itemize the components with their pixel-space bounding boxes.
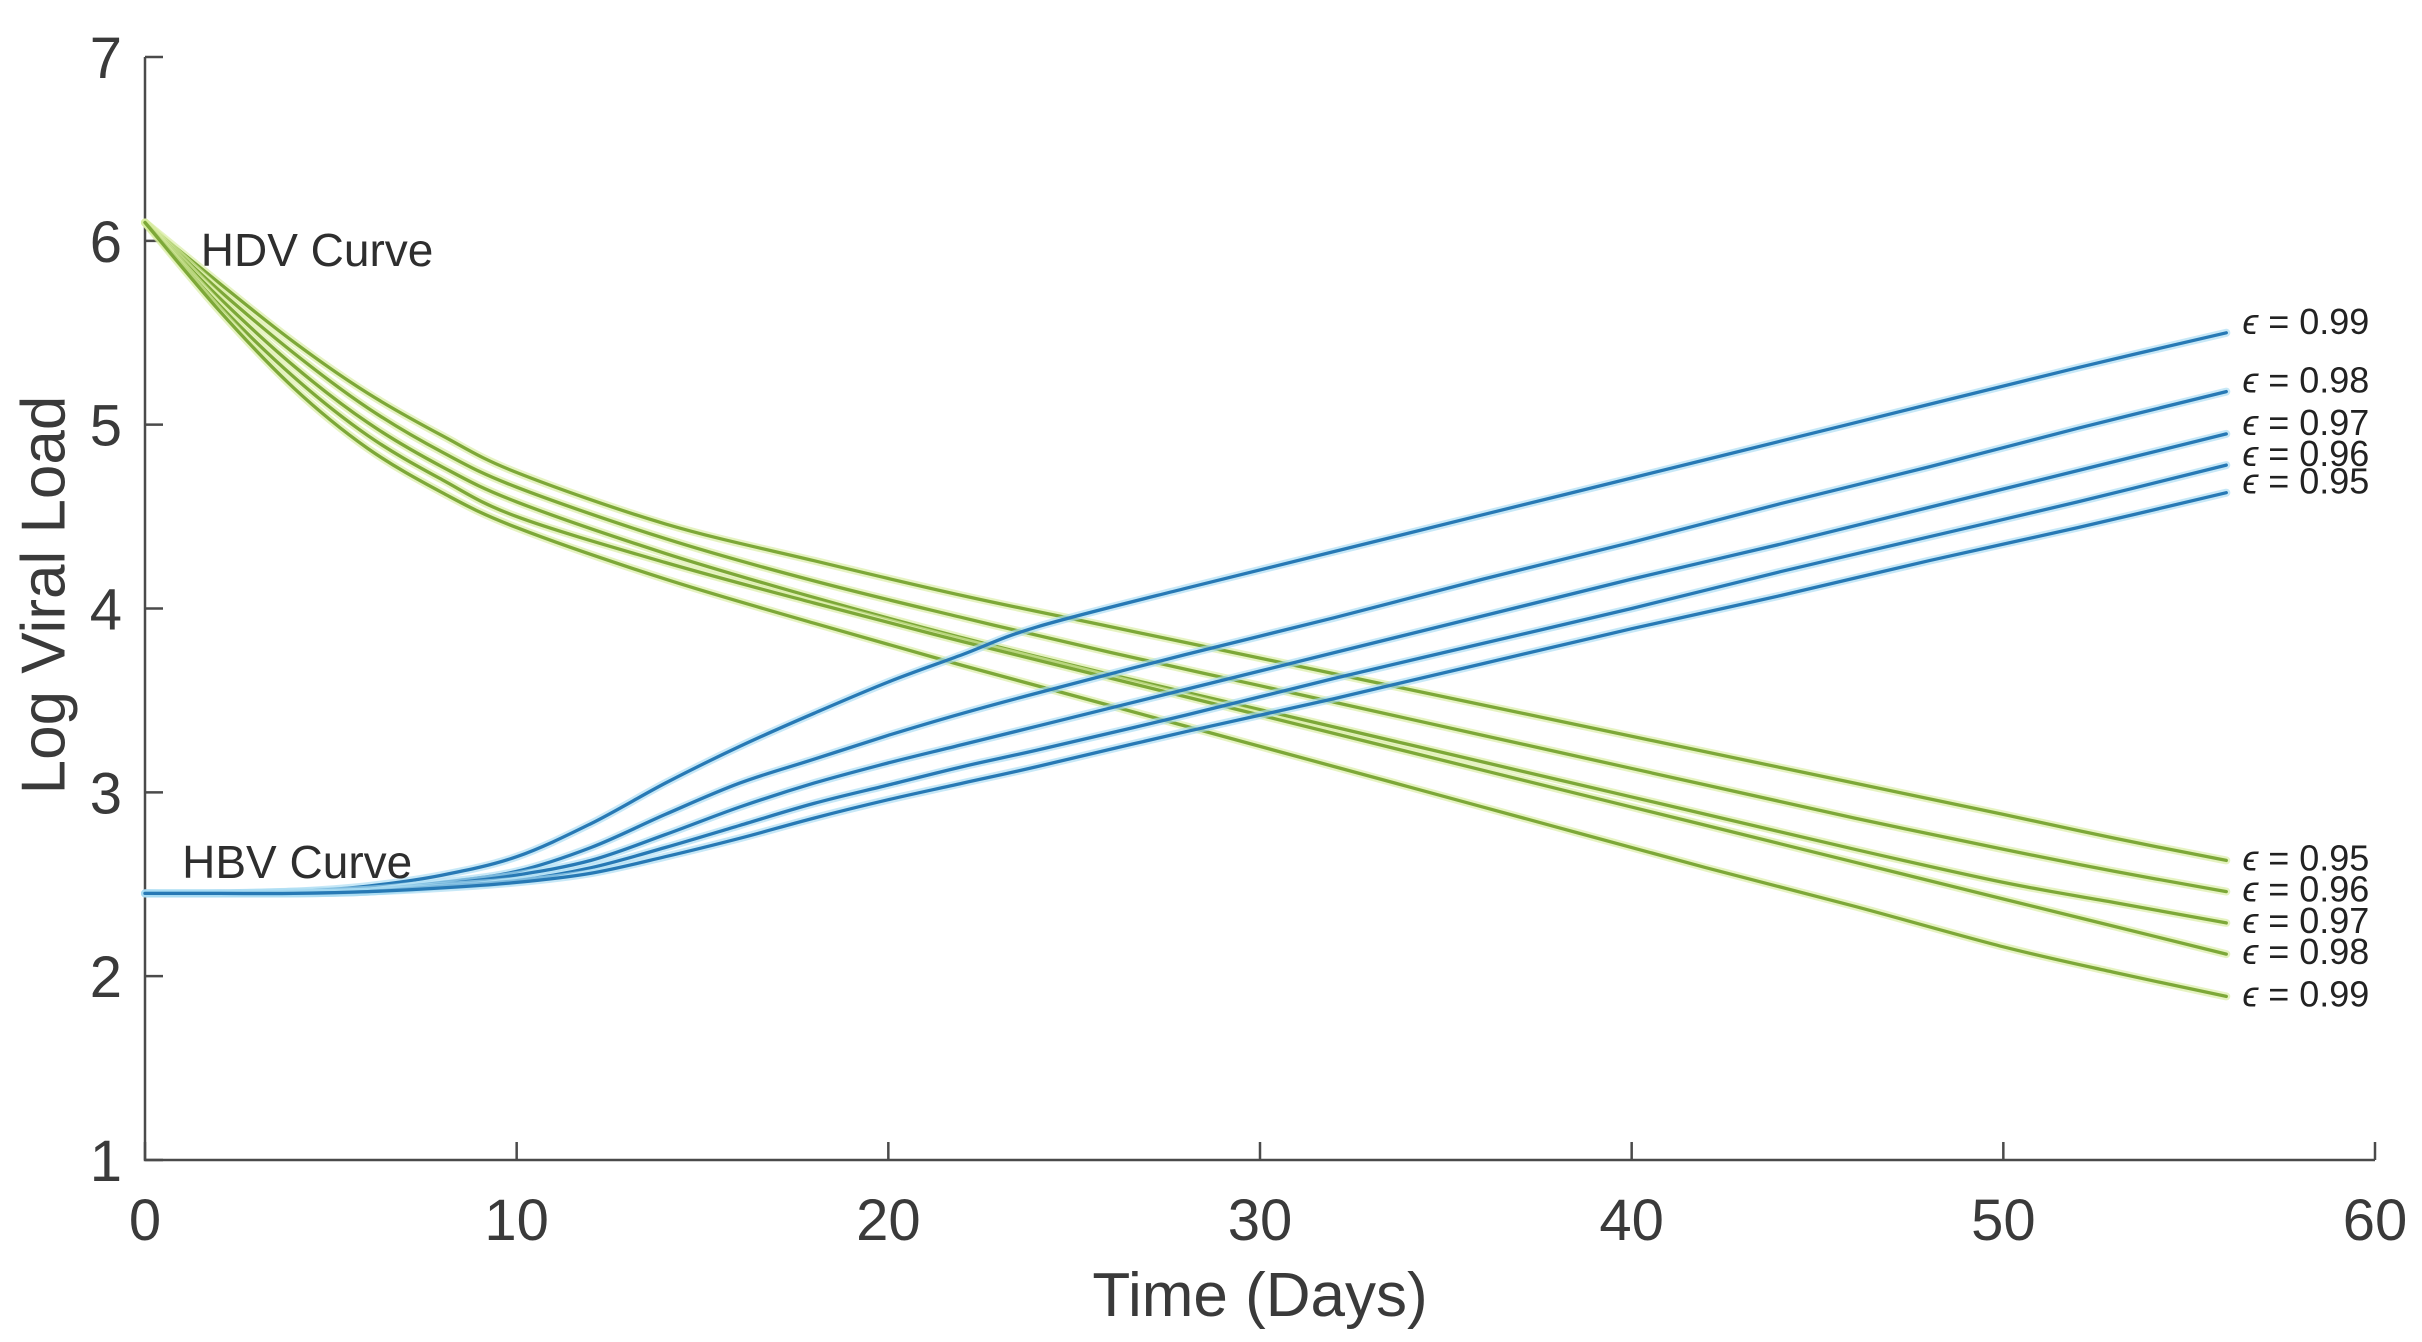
x-tick-label: 0 <box>129 1188 161 1253</box>
series-halo-hdv-0.96 <box>141 218 2231 896</box>
x-axis-label: Time (Days) <box>1092 1261 1427 1330</box>
x-tick-label: 60 <box>2343 1188 2408 1253</box>
epsilon-label-hbv-0.97: ϵ = 0.97 <box>2242 402 2369 443</box>
epsilon-label-hdv-0.95: ϵ = 0.95 <box>2242 837 2369 878</box>
y-tick-label: 3 <box>90 761 122 826</box>
curve-labels: ϵ = 0.95ϵ = 0.96ϵ = 0.97ϵ = 0.98ϵ = 0.99… <box>182 224 2369 1014</box>
series-line-hbv-0.99 <box>143 331 2228 896</box>
axis-spines <box>143 57 2375 1162</box>
series-halo-hdv-0.97 <box>141 218 2231 927</box>
x-tick-label: 50 <box>1971 1188 2036 1253</box>
epsilon-label-hbv-0.95: ϵ = 0.95 <box>2242 461 2369 502</box>
series-line-hdv-0.96 <box>143 220 2228 894</box>
x-tick-label: 40 <box>1599 1188 1664 1253</box>
series-line-hdv-0.99 <box>143 220 2228 999</box>
axes: 0 10 20 30 40 50 60 1 2 3 4 5 6 7 <box>90 26 2408 1253</box>
series-line-hdv-0.95 <box>143 220 2228 863</box>
x-tick-label: 20 <box>856 1188 921 1253</box>
y-axis-label: Log Viral Load <box>10 396 79 795</box>
series-line-hdv-0.97 <box>143 220 2228 925</box>
series-line-hdv-0.98 <box>143 220 2228 956</box>
y-tick-label: 5 <box>90 394 122 459</box>
y-tick-label: 4 <box>90 578 122 643</box>
epsilon-label-hdv-0.99: ϵ = 0.99 <box>2242 973 2369 1014</box>
epsilon-label-hdv-0.96: ϵ = 0.96 <box>2242 869 2369 910</box>
y-tick-label: 6 <box>90 210 122 275</box>
epsilon-label-hdv-0.97: ϵ = 0.97 <box>2242 900 2369 941</box>
y-tick-label: 2 <box>90 945 122 1010</box>
annotation-hdv-curve: HDV Curve <box>201 224 434 276</box>
series-lines <box>141 218 2231 1001</box>
x-tick-label: 10 <box>484 1188 549 1253</box>
epsilon-label-hbv-0.98: ϵ = 0.98 <box>2242 360 2369 401</box>
epsilon-label-hbv-0.99: ϵ = 0.99 <box>2242 301 2369 342</box>
series-line-hbv-0.95 <box>143 491 2228 896</box>
x-tick-label: 30 <box>1228 1188 1293 1253</box>
epsilon-label-hdv-0.98: ϵ = 0.98 <box>2242 931 2369 972</box>
y-tick-label: 7 <box>90 26 122 91</box>
y-tick-label: 1 <box>90 1129 122 1194</box>
epsilon-label-hbv-0.96: ϵ = 0.96 <box>2242 433 2369 474</box>
annotation-hbv-curve: HBV Curve <box>182 836 412 888</box>
series-halo-hbv-0.99 <box>141 328 2231 898</box>
